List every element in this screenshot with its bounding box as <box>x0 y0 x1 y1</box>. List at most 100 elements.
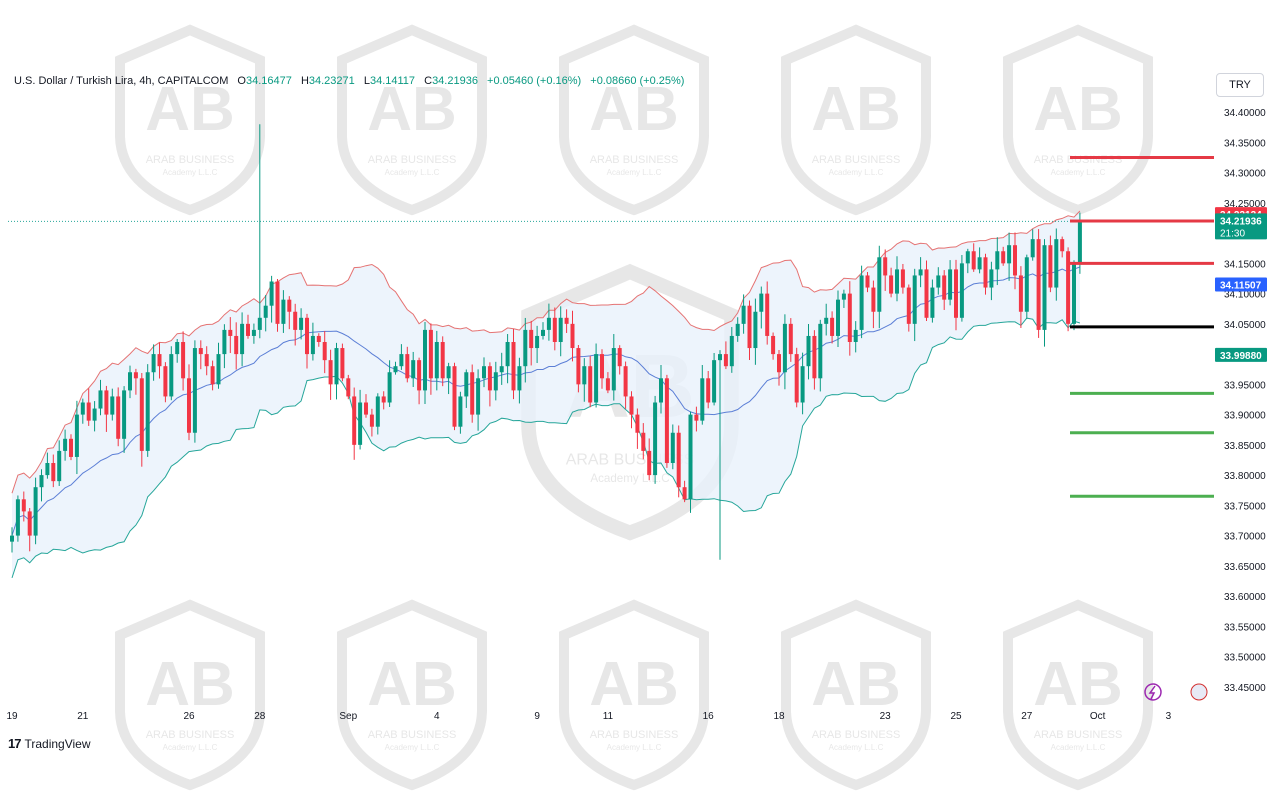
watermark-text: ARAB BUSINESS <box>812 154 901 166</box>
candle-body <box>263 305 268 318</box>
candle-body <box>777 354 781 373</box>
currency-button[interactable]: TRY <box>1216 73 1264 97</box>
candle-body <box>458 396 463 427</box>
watermark-text: ARAB BUSINESS <box>590 729 679 741</box>
candle-body <box>600 354 604 379</box>
change-value-2: +0.08660 (+0.25%) <box>590 75 685 87</box>
x-tick-label: Oct <box>1090 711 1106 722</box>
candle-body <box>157 354 162 367</box>
candle-body <box>983 257 988 288</box>
symbol-title[interactable]: U.S. Dollar / Turkish Lira, 4h, CAPITALC… <box>14 75 229 87</box>
candle-body <box>1077 221 1082 264</box>
candle-body <box>1001 251 1006 264</box>
tradingview-logo[interactable]: 17 TradingView <box>8 736 91 751</box>
price-label-text: 34.11507 <box>1220 280 1262 291</box>
candle-body <box>517 366 522 391</box>
candle-body <box>877 257 882 312</box>
candle-body <box>21 499 26 512</box>
y-tick-label: 33.80000 <box>1224 471 1266 482</box>
candle-body <box>1042 245 1047 330</box>
candle-body <box>511 342 516 391</box>
candle-body <box>45 463 50 476</box>
candle-body <box>794 354 799 403</box>
candle-body <box>74 414 79 457</box>
candle-body <box>423 329 427 391</box>
y-tick-label: 34.10000 <box>1224 290 1266 301</box>
candle-body <box>989 269 994 288</box>
y-tick-label: 34.15000 <box>1224 259 1266 270</box>
candle-body <box>1013 245 1017 276</box>
candle-body <box>552 317 557 342</box>
watermark-shield-icon: AB ARAB BUSINESS Academy L.L.C <box>115 599 265 791</box>
candle-body <box>340 348 345 379</box>
low-value: 34.14117 <box>369 75 416 87</box>
y-tick-label: 33.65000 <box>1224 562 1266 573</box>
candle-body <box>812 335 817 379</box>
candle-body <box>440 342 445 379</box>
candle-body <box>281 299 286 324</box>
candle-body <box>529 329 534 349</box>
y-tick-label: 34.30000 <box>1224 169 1266 180</box>
candle-body <box>605 378 610 391</box>
candle-body <box>523 329 528 367</box>
watermark-text: ARAB BUSINESS <box>812 729 901 741</box>
candle-body <box>859 275 864 330</box>
price-label-text: 34.21936 <box>1220 216 1262 227</box>
watermark-subtext: Academy L.L.C <box>1051 743 1106 752</box>
candle-body <box>1007 245 1012 264</box>
candle-body <box>428 329 433 379</box>
candle-body <box>1048 245 1053 288</box>
candle-body <box>216 354 221 385</box>
candle-body <box>204 354 209 367</box>
candle-body <box>57 450 62 482</box>
candle-body <box>818 323 823 379</box>
watermark-subtext: Academy L.L.C <box>385 743 440 752</box>
candle-body <box>417 360 422 391</box>
candle-body <box>476 378 481 415</box>
shield-outline <box>559 24 709 216</box>
tradingview-logo-icon: 17 <box>8 736 22 751</box>
candle-body <box>871 287 876 312</box>
shield-monogram: AB <box>367 75 457 144</box>
candle-body <box>546 317 551 330</box>
candle-body <box>98 390 103 409</box>
candle-body <box>765 293 770 336</box>
candle-body <box>92 408 97 421</box>
watermark-shield-icon: AB ARAB BUSINESS Academy L.L.C <box>559 24 709 216</box>
candle-body <box>900 269 905 288</box>
candle-body <box>499 366 504 373</box>
candle-body <box>1024 257 1029 312</box>
candle-body <box>641 432 646 451</box>
watermark-subtext: Academy L.L.C <box>607 168 662 177</box>
candle-body <box>287 299 292 312</box>
candle-body <box>570 323 575 349</box>
candle-body <box>582 366 587 385</box>
candle-body <box>369 414 374 427</box>
x-tick-label: 9 <box>534 711 540 722</box>
candle-body <box>293 311 298 330</box>
y-tick-label: 33.50000 <box>1224 653 1266 664</box>
x-tick-label: 25 <box>950 711 962 722</box>
candle-body <box>965 251 970 264</box>
candle-body <box>806 335 811 367</box>
shield-monogram: AB <box>811 75 901 144</box>
candle-body <box>883 257 888 276</box>
watermark-shield-icon: AB ARAB BUSINESS Academy L.L.C <box>337 599 487 791</box>
shield-outline <box>337 24 487 216</box>
candle-body <box>310 335 315 355</box>
candle-body <box>210 366 215 385</box>
candle-body <box>948 269 953 300</box>
x-tick-label: 19 <box>6 711 18 722</box>
shield-outline <box>115 599 265 791</box>
y-tick-label: 34.35000 <box>1224 138 1266 149</box>
candle-body <box>116 396 121 439</box>
candle-body <box>918 269 923 276</box>
candle-body <box>51 463 56 482</box>
price-label-tag <box>1215 277 1267 292</box>
candle-body <box>257 317 262 330</box>
candle-body <box>39 475 44 488</box>
candle-body <box>104 390 109 415</box>
candle-body <box>682 487 687 500</box>
